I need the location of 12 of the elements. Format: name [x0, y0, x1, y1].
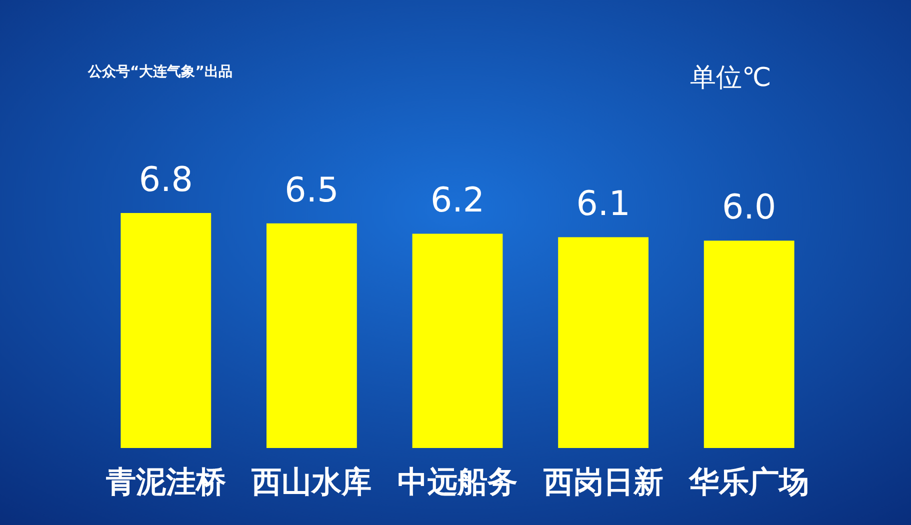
- value-label: 6.8: [138, 160, 193, 200]
- annotation: 单位℃: [690, 63, 772, 93]
- value-label: 6.5: [284, 170, 339, 210]
- value-label: 6.0: [722, 188, 776, 228]
- category: 华乐广场: [689, 465, 810, 500]
- title: 公众号“大连气象”出品: [88, 64, 232, 80]
- value-label: 6.2: [430, 180, 485, 221]
- category: 西山水库: [252, 465, 372, 500]
- category: 中远船务: [398, 465, 518, 500]
- category: 西岗日新: [543, 465, 664, 500]
- value-label: 6.1: [576, 184, 630, 224]
- category: 青泥洼桥: [106, 465, 226, 500]
